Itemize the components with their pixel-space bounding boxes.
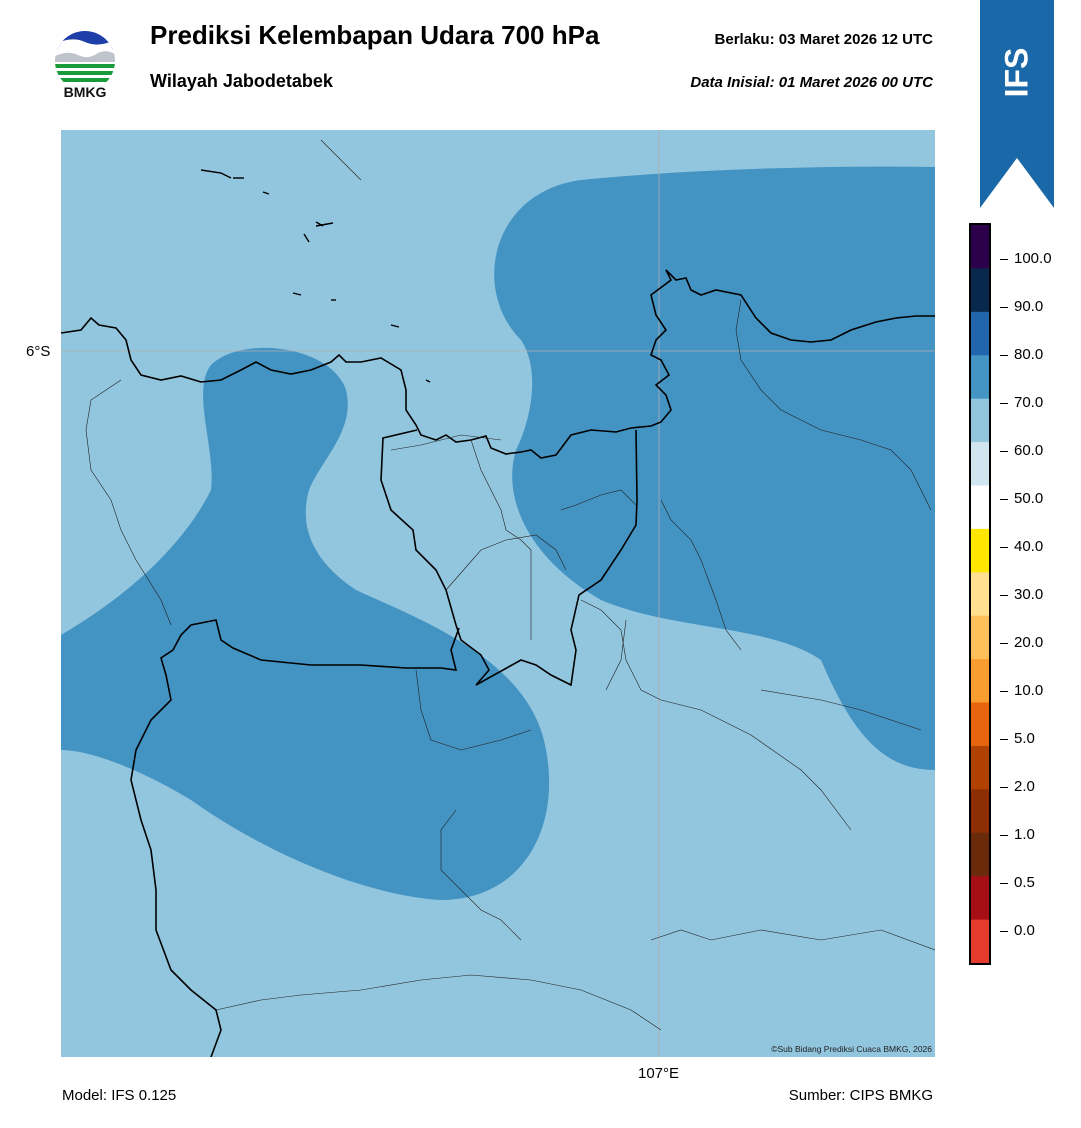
- colorbar-swatch: [971, 398, 989, 443]
- colorbar-label: 0.0: [1014, 922, 1035, 939]
- colorbar-tick: [1000, 403, 1008, 404]
- colorbar-swatch: [971, 268, 989, 313]
- colorbar-label: 40.0: [1014, 538, 1044, 555]
- colorbar-swatch: [971, 225, 989, 269]
- colorbar-tick: [1000, 307, 1008, 308]
- ifs-badge-text: IFS: [984, 40, 1050, 100]
- humidity-zone-sw: [61, 347, 550, 901]
- colorbar-tick: [1000, 355, 1008, 356]
- colorbar-tick: [1000, 883, 1008, 884]
- colorbar-swatch: [971, 659, 989, 704]
- humidity-map: [61, 130, 935, 1057]
- colorbar-label: 10.0: [1014, 682, 1044, 699]
- province-boundary: [380, 429, 638, 687]
- valid-time: Berlaku: 03 Maret 2026 12 UTC: [715, 31, 933, 48]
- colorbar-label: 60.0: [1014, 442, 1044, 459]
- colorbar-label: 30.0: [1014, 586, 1044, 603]
- init-time: Data Inisial: 01 Maret 2026 00 UTC: [690, 74, 933, 91]
- colorbar-tick: [1000, 835, 1008, 836]
- colorbar-swatch: [971, 572, 989, 617]
- colorbar-label: 50.0: [1014, 490, 1044, 507]
- colorbar-tick: [1000, 259, 1008, 260]
- valid-time-value: 03 Maret 2026 12 UTC: [778, 31, 933, 48]
- colorbar-swatch: [971, 485, 989, 530]
- thousand-islands: [200, 169, 431, 383]
- init-time-value: 01 Maret 2026 00 UTC: [778, 74, 933, 91]
- colorbar-tick: [1000, 787, 1008, 788]
- colorbar-tick: [1000, 643, 1008, 644]
- valid-time-label: Berlaku:: [714, 31, 775, 48]
- colorbar-label: 90.0: [1014, 298, 1044, 315]
- source-info: Sumber: CIPS BMKG: [788, 1087, 933, 1104]
- colorbar-label: 5.0: [1014, 730, 1035, 747]
- colorbar-tick: [1000, 931, 1008, 932]
- colorbar-swatch: [971, 832, 989, 877]
- colorbar-label: 70.0: [1014, 394, 1044, 411]
- colorbar-label: 100.0: [1014, 250, 1052, 267]
- logo-label: BMKG: [63, 84, 107, 100]
- coastline: [61, 269, 935, 459]
- colorbar: [969, 223, 991, 965]
- colorbar-label: 1.0: [1014, 826, 1035, 843]
- colorbar-swatch: [971, 355, 989, 400]
- colorbar-tick: [1000, 691, 1008, 692]
- colorbar-label: 2.0: [1014, 778, 1035, 795]
- colorbar-swatch: [971, 615, 989, 660]
- colorbar-label: 0.5: [1014, 874, 1035, 891]
- model-info: Model: IFS 0.125: [62, 1087, 177, 1104]
- colorbar-swatch: [971, 528, 989, 573]
- ifs-badge-label: IFS: [998, 47, 1035, 98]
- colorbar-swatch: [971, 442, 989, 486]
- colorbar-swatch: [971, 789, 989, 834]
- lon-label: 107°E: [638, 1065, 680, 1082]
- init-time-label: Data Inisial:: [690, 74, 775, 91]
- colorbar-border: [969, 223, 991, 965]
- province-boundary-west: [130, 619, 460, 1057]
- colorbar-label: 20.0: [1014, 634, 1044, 651]
- ifs-badge: [980, 0, 1054, 208]
- region-subtitle: Wilayah Jabodetabek: [150, 71, 333, 91]
- district-boundaries: [85, 139, 935, 1031]
- colorbar-swatch: [971, 745, 989, 790]
- colorbar-tick: [1000, 499, 1008, 500]
- colorbar-tick: [1000, 739, 1008, 740]
- colorbar-swatch: [971, 876, 989, 921]
- map-credit: ©Sub Bidang Prediksi Cuaca BMKG, 2026: [771, 1044, 932, 1054]
- colorbar-tick: [1000, 595, 1008, 596]
- colorbar-swatch: [971, 702, 989, 747]
- colorbar-tick: [1000, 451, 1008, 452]
- colorbar-swatch: [971, 311, 989, 356]
- colorbar-tick: [1000, 547, 1008, 548]
- bmkg-logo: [55, 31, 115, 82]
- colorbar-label: 80.0: [1014, 346, 1044, 363]
- humidity-zone-ne: [494, 166, 935, 770]
- page-title: Prediksi Kelembapan Udara 700 hPa: [150, 20, 600, 50]
- colorbar-swatches: [969, 223, 991, 965]
- lat-label: 6°S: [26, 343, 51, 360]
- colorbar-swatch: [971, 919, 989, 964]
